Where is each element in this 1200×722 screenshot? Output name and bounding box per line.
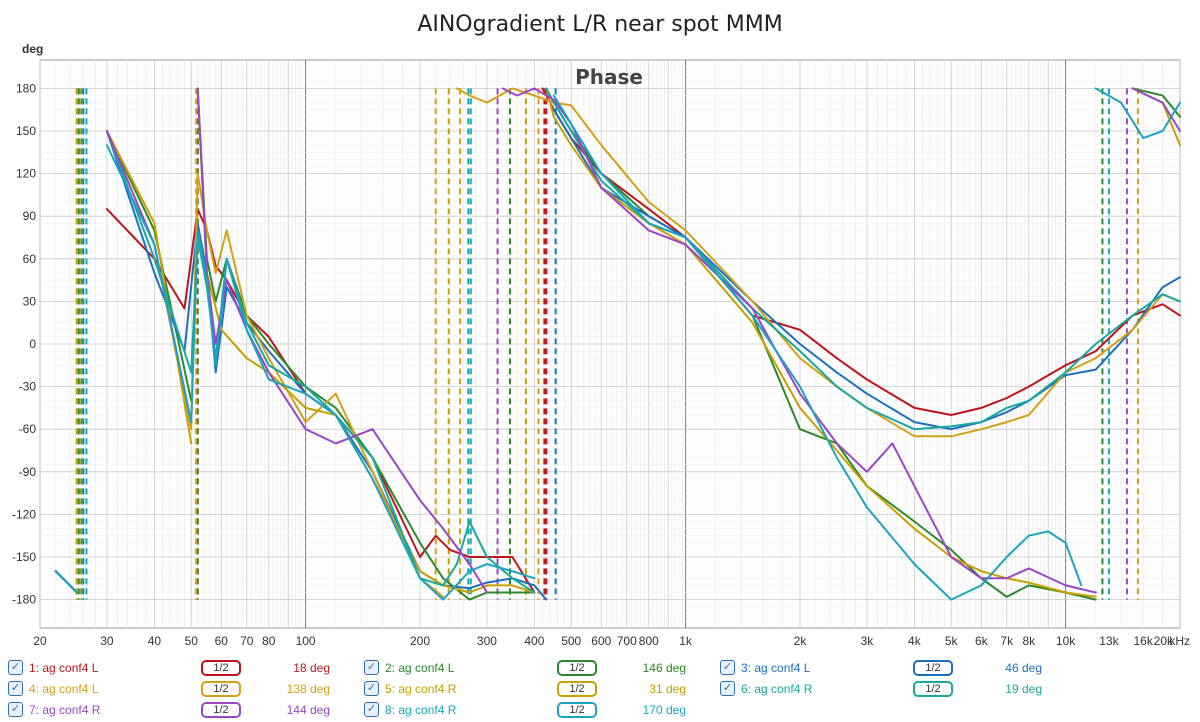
smoothing-button-3[interactable]: 1/2 [913,660,953,676]
x-tick-label: 60 [215,634,229,648]
legend-label-7: 7: ag conf4 R [29,702,101,717]
legend-item-3: ✓ 3: ag conf4 L [720,660,810,675]
x-tick-label: 4k [908,634,922,648]
legend-checkbox-3[interactable]: ✓ [720,660,735,675]
legend-checkbox-2[interactable]: ✓ [364,660,379,675]
phase-offset-7: 144 deg [286,703,330,717]
x-tick-label: 1k [679,634,693,648]
chart-title: AINOgradient L/R near spot MMM [417,12,782,37]
phase-offset-5: 31 deg [649,682,686,696]
x-tick-label: 400 [524,634,544,648]
legend-label-5: 5: ag conf4 R [385,681,457,696]
x-tick-label: 200 [410,634,430,648]
y-tick-label: 180 [16,81,36,95]
smoothing-button-7[interactable]: 1/2 [201,702,241,718]
smoothing-button-6[interactable]: 1/2 [913,681,953,697]
smoothing-button-2[interactable]: 1/2 [557,660,597,676]
x-tick-label: 5k [945,634,959,648]
x-tick-label: 10k [1056,634,1076,648]
y-tick-label: 0 [29,337,36,351]
legend-item-2: ✓ 2: ag conf4 L [364,660,454,675]
legend-checkbox-7[interactable]: ✓ [8,702,23,717]
chart-subtitle: Phase [575,65,643,89]
x-tick-label: 300 [477,634,497,648]
y-tick-label: -90 [19,465,37,479]
x-tick-label: 40 [148,634,162,648]
legend-label-6: 6: ag conf4 R [741,681,813,696]
x-tick-label: 50 [185,634,199,648]
x-tick-label: 2k [794,634,808,648]
x-axis-unit: kHz [1169,634,1190,648]
legend-label-8: 8: ag conf4 R [385,702,457,717]
phase-offset-4: 138 deg [286,682,330,696]
y-tick-label: 30 [23,294,37,308]
y-tick-label: -120 [12,507,36,521]
x-tick-label: 6k [975,634,989,648]
legend-item-1: ✓ 1: ag conf4 L [8,660,98,675]
x-tick-label: 70 [240,634,254,648]
legend-label-4: 4: ag conf4 L [29,681,99,696]
y-axis-unit: deg [22,42,43,56]
x-tick-labels: 20 30 40 50 60 70 80 100 200 300 400 500 600 700 800 1k… [33,634,1174,648]
x-tick-label: 3k [861,634,875,648]
legend-checkbox-8[interactable]: ✓ [364,702,379,717]
phase-offset-1: 18 deg [293,661,330,675]
y-tick-label: 90 [23,209,37,223]
legend-checkbox-6[interactable]: ✓ [720,681,735,696]
legend-item-7: ✓ 7: ag conf4 R [8,702,100,717]
x-tick-label: 30 [100,634,114,648]
y-tick-label: -30 [19,380,37,394]
series-line-8 [54,87,1181,601]
y-tick-label: 150 [16,124,36,138]
phase-offset-2: 146 deg [642,661,686,675]
phase-offset-8: 170 deg [642,703,686,717]
smoothing-button-8[interactable]: 1/2 [557,702,597,718]
x-tick-label: 7k [1000,634,1014,648]
y-tick-label: 120 [16,167,36,181]
x-tick-label: 80 [262,634,276,648]
x-tick-label: 8k [1022,634,1036,648]
legend-item-4: ✓ 4: ag conf4 L [8,681,98,696]
phase-offset-6: 19 deg [1005,682,1042,696]
series-lines [54,87,1181,601]
x-tick-label: 13k [1099,634,1119,648]
phase-chart: AINOgradient L/R near spot MMM deg Phase… [12,12,1190,648]
smoothing-button-4[interactable]: 1/2 [201,681,241,697]
phase-offset-3: 46 deg [1005,661,1042,675]
x-tick-label: 800 [639,634,659,648]
grid [39,60,1181,628]
smoothing-button-1[interactable]: 1/2 [201,660,241,676]
legend-label-3: 3: ag conf4 L [741,660,811,675]
x-tick-label: 600 [591,634,611,648]
legend: ✓ 1: ag conf4 L 1/2 18 deg ✓ 2: ag conf4 L 1/2… [0,656,1200,722]
x-tick-label: 700 [617,634,637,648]
y-tick-label: 60 [23,252,37,266]
x-tick-label: 20k [1154,634,1174,648]
smoothing-button-5[interactable]: 1/2 [557,681,597,697]
x-tick-label: 20 [33,634,47,648]
x-tick-label: 16k [1133,634,1153,648]
x-tick-label: 500 [561,634,581,648]
legend-item-6: ✓ 6: ag conf4 R [720,681,812,696]
legend-label-2: 2: ag conf4 L [385,660,455,675]
legend-label-1: 1: ag conf4 L [29,660,99,675]
y-tick-label: -150 [12,550,36,564]
legend-checkbox-1[interactable]: ✓ [8,660,23,675]
x-tick-label: 100 [296,634,316,648]
legend-item-8: ✓ 8: ag conf4 R [364,702,456,717]
legend-checkbox-4[interactable]: ✓ [8,681,23,696]
legend-item-5: ✓ 5: ag conf4 R [364,681,456,696]
y-tick-label: -60 [19,422,37,436]
legend-checkbox-5[interactable]: ✓ [364,681,379,696]
y-tick-label: -180 [12,593,36,607]
y-tick-labels: 180 150 120 90 60 30 0 -30 -60 -90 -120 -150 -180 [12,81,36,606]
